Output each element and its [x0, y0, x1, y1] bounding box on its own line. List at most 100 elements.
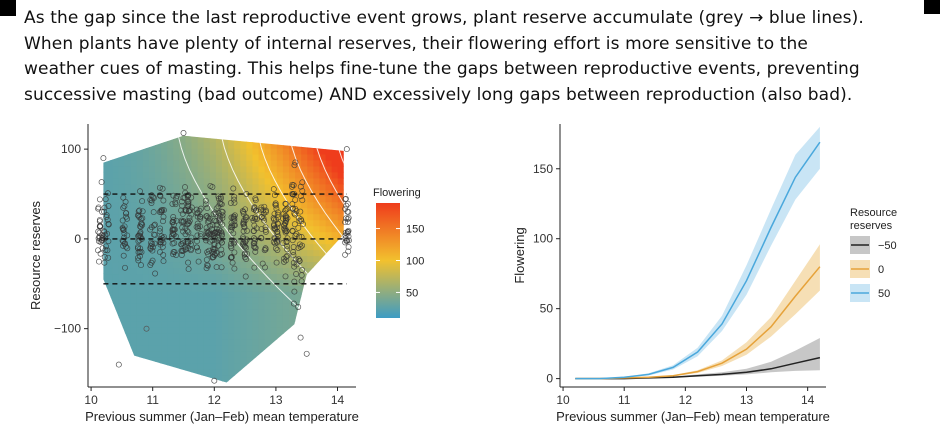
- data-point: [218, 229, 225, 236]
- heatmap-cell: [222, 189, 229, 197]
- data-point: [262, 264, 268, 271]
- heatmap-cell: [252, 124, 259, 131]
- heatmap-cell: [94, 303, 101, 310]
- heatmap-cell: [203, 375, 211, 382]
- heatmap-cell: [246, 255, 254, 263]
- heatmap-cell: [264, 261, 272, 269]
- heatmap-cell: [112, 267, 120, 275]
- data-point: [283, 228, 290, 235]
- heatmap-cell: [124, 147, 132, 155]
- reserve-reference-lines: [103, 193, 347, 285]
- heatmap-cell: [204, 124, 211, 131]
- heatmap-cell: [142, 327, 150, 334]
- heatmap-cell: [191, 345, 199, 352]
- colorbar-tick-label: 50: [406, 287, 418, 299]
- heatmap-cell: [264, 201, 272, 209]
- heatmap-cell: [289, 345, 296, 352]
- heatmap-cell: [319, 303, 327, 310]
- heatmap-cell: [276, 357, 284, 364]
- heatmap-cell: [252, 309, 260, 316]
- data-point: [273, 202, 279, 209]
- heatmap-cell: [337, 363, 344, 370]
- heatmap-cell: [197, 369, 205, 376]
- data-point: [231, 218, 238, 225]
- heatmap-cell: [136, 249, 144, 257]
- heatmap-cell: [350, 273, 357, 280]
- heatmap-cell: [161, 189, 168, 197]
- heatmap-cell: [252, 243, 260, 251]
- heatmap-cell: [295, 327, 302, 334]
- heatmap-cell: [246, 165, 254, 173]
- heatmap-cell: [209, 147, 217, 155]
- heatmap-cell: [118, 333, 126, 340]
- heatmap-cell: [228, 153, 235, 161]
- heatmap-cell: [118, 261, 126, 269]
- heatmap-cell: [118, 189, 126, 197]
- heatmap-cell: [209, 195, 217, 203]
- heatmap-cell: [313, 189, 321, 197]
- data-point: [138, 262, 144, 269]
- colorbar-title: Flowering: [373, 187, 421, 199]
- heatmap-cell: [215, 297, 223, 304]
- heatmap-cell: [325, 231, 333, 239]
- data-point: [231, 199, 238, 206]
- heatmap-cell: [350, 291, 357, 298]
- heatmap-cell: [282, 159, 290, 167]
- heatmap-cell: [88, 351, 95, 358]
- heatmap-cell: [319, 285, 327, 292]
- heatmap-cell: [106, 279, 113, 286]
- heatmap-cell: [240, 357, 247, 364]
- heatmap-cell: [337, 327, 344, 334]
- heatmap-cell: [337, 369, 344, 376]
- heatmap-cell: [307, 165, 314, 173]
- heatmap-cell: [203, 135, 211, 137]
- heatmap-cell: [179, 177, 187, 185]
- heatmap-cell: [258, 147, 266, 155]
- data-point: [296, 217, 303, 224]
- heatmap-cell: [240, 141, 247, 149]
- heatmap-cell: [282, 327, 290, 334]
- data-point: [103, 214, 110, 220]
- heatmap-cell: [155, 141, 162, 149]
- heatmap-cell: [179, 159, 187, 167]
- data-point: [284, 246, 291, 253]
- data-point: [292, 159, 299, 166]
- heatmap-cell: [124, 243, 132, 251]
- heatmap-cell: [325, 339, 333, 346]
- heatmap-cell: [209, 153, 217, 161]
- heatmap-cell: [258, 291, 266, 298]
- heatmap-cell: [228, 321, 235, 328]
- heatmap-cell: [130, 321, 138, 328]
- heatmap-cell: [234, 225, 241, 233]
- heatmap-cell: [282, 363, 290, 370]
- data-point: [289, 201, 296, 208]
- heatmap-cell: [289, 255, 296, 263]
- line-y-tick-label: 100: [533, 232, 553, 246]
- heatmap-cell: [136, 267, 144, 275]
- heatmap-cell: [307, 141, 314, 149]
- heatmap-cell: [282, 249, 290, 257]
- heatmap-cell: [161, 201, 168, 209]
- heatmap-cell: [282, 333, 290, 340]
- heatmap-cell: [331, 375, 339, 382]
- data-point: [171, 226, 178, 233]
- data-point: [121, 234, 128, 241]
- heatmap-cell: [350, 261, 357, 268]
- heatmap-cell: [264, 135, 272, 137]
- heatmap-cell: [301, 297, 308, 304]
- heatmap-cell: [130, 135, 138, 137]
- heatmap-cell: [161, 267, 168, 275]
- heatmap-cell: [103, 165, 107, 173]
- heatmap-cell: [344, 184, 351, 191]
- heatmap-cell: [228, 291, 235, 298]
- heatmap-cell: [106, 291, 113, 298]
- heatmap-cell: [161, 147, 168, 155]
- data-point: [157, 249, 163, 256]
- heatmap-cell: [124, 351, 132, 358]
- data-point: [102, 196, 109, 203]
- heatmap-cell: [252, 135, 260, 137]
- heatmap-cell: [173, 321, 180, 328]
- data-point: [156, 228, 163, 235]
- heatmap-cell: [240, 351, 247, 358]
- heatmap-cell: [106, 273, 113, 281]
